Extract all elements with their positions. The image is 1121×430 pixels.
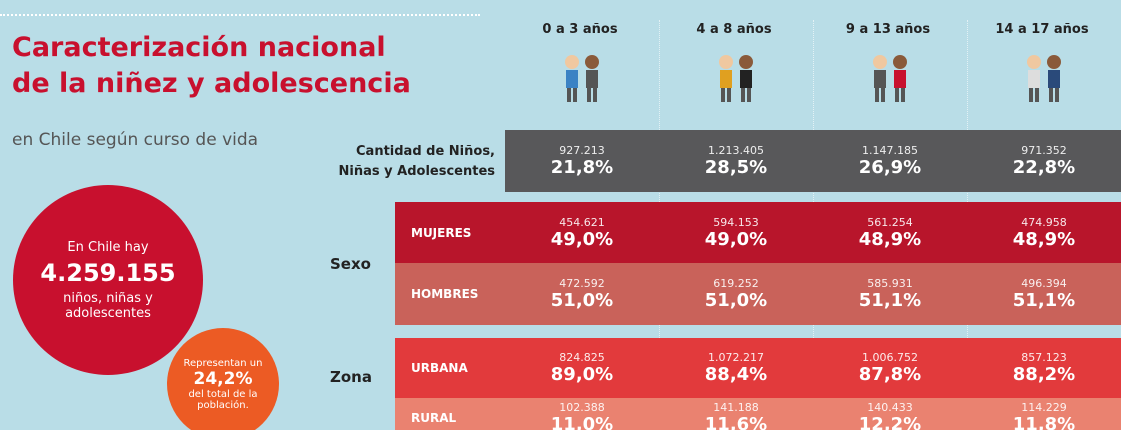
title: Caracterización nacional de la niñez y a… — [12, 30, 411, 102]
percent: 49,0% — [550, 228, 614, 250]
icon-figures — [719, 55, 753, 102]
count: 114.229 — [1021, 401, 1067, 414]
percent: 11,8% — [1012, 414, 1076, 430]
intro: Representan un — [183, 357, 263, 369]
cell: 927.213 21,8% — [505, 130, 659, 192]
count: 561.254 — [867, 215, 913, 229]
cell: 619.252 51,0% — [659, 263, 813, 325]
icon — [557, 50, 607, 105]
cell: 472.592 51,0% — [505, 263, 659, 325]
percent: 88,4% — [704, 364, 768, 385]
share-circle: Representan un 24,2% del total de la pob… — [167, 328, 279, 430]
title-line: Caracterización nacional — [12, 32, 386, 63]
cell: 454.621 49,0% — [505, 202, 659, 263]
subtitle: en Chile según curso de vida — [12, 130, 259, 150]
percent: 11,6% — [704, 414, 768, 430]
desc: adolescentes — [65, 305, 151, 321]
percent: 22,8% — [1012, 157, 1076, 178]
cell: 1.147.185 26,9% — [813, 130, 967, 192]
count: 927.213 — [559, 144, 605, 157]
cell: 1.072.217 88,4% — [659, 338, 813, 398]
column-header: 9 a 13 años — [845, 22, 931, 37]
percent: 11,0% — [550, 414, 614, 430]
icon-figures — [1027, 55, 1061, 102]
icon — [865, 50, 915, 105]
icon — [711, 50, 761, 105]
column-header: 0 a 3 años — [542, 22, 618, 37]
count: 140.433 — [867, 401, 913, 414]
total-circle: En Chile hay 4.259.155 niños, niñas y ad… — [13, 185, 203, 375]
cell: 474.958 48,9% — [967, 202, 1121, 263]
count: 141.188 — [713, 401, 759, 414]
icon-figures — [565, 55, 599, 102]
count: 496.394 — [1021, 277, 1067, 290]
desc: niños, niñas y — [63, 290, 153, 306]
percent: 12,2% — [858, 414, 922, 430]
column-header: 14 a 17 años — [995, 22, 1089, 37]
cell: 1.006.752 87,8% — [813, 338, 967, 398]
count: 474.958 — [1021, 215, 1067, 229]
desc: del total de la — [188, 388, 258, 400]
total-row-label: Cantidad de Niños, Niñas y Adolescentes — [300, 142, 495, 182]
cell: 971.352 22,8% — [967, 130, 1121, 192]
intro: En Chile hay — [67, 239, 149, 255]
cell: 824.825 89,0% — [505, 338, 659, 398]
percent: 88,2% — [1012, 364, 1076, 385]
icon — [1019, 50, 1069, 105]
cell: 141.188 11,6% — [659, 398, 813, 430]
count: 619.252 — [713, 277, 759, 290]
count: 594.153 — [713, 215, 759, 229]
count: 454.621 — [559, 215, 605, 229]
percent: 28,5% — [704, 157, 768, 178]
cell: 1.213.405 28,5% — [659, 130, 813, 192]
cell: 857.123 88,2% — [967, 338, 1121, 398]
cell: 496.394 51,1% — [967, 263, 1121, 325]
cell: 102.388 11,0% — [505, 398, 659, 430]
count: 971.352 — [1021, 144, 1067, 157]
percent: 89,0% — [550, 364, 614, 385]
count: 1.006.752 — [862, 351, 918, 364]
percent: 87,8% — [858, 364, 922, 385]
desc: población. — [197, 399, 249, 411]
cell: 585.931 51,1% — [813, 263, 967, 325]
count: 585.931 — [867, 277, 913, 290]
title-line: de la niñez y adolescencia — [12, 68, 411, 99]
row-label: MUJERES — [395, 202, 505, 263]
label-line: Cantidad de Niños, — [356, 144, 495, 159]
count: 102.388 — [559, 401, 605, 414]
cell: 140.433 12,2% — [813, 398, 967, 430]
count: 857.123 — [1021, 351, 1067, 364]
row-label: RURAL — [395, 398, 505, 430]
column-header: 4 a 8 años — [696, 22, 772, 37]
count: 1.147.185 — [862, 144, 918, 157]
divider — [0, 14, 480, 16]
count: 1.072.217 — [708, 351, 764, 364]
total: 4.259.155 — [40, 258, 176, 287]
group-label: Zona — [330, 368, 372, 386]
percent: 48,9% — [858, 228, 922, 250]
percent: 51,1% — [1012, 290, 1076, 311]
row-label: HOMBRES — [395, 263, 505, 325]
cell: 114.229 11,8% — [967, 398, 1121, 430]
percent: 26,9% — [858, 157, 922, 178]
percent: 51,0% — [704, 290, 768, 311]
cell: 561.254 48,9% — [813, 202, 967, 263]
percent: 51,0% — [550, 290, 614, 311]
percent: 49,0% — [704, 228, 768, 250]
row-label: URBANA — [395, 338, 505, 398]
percent: 21,8% — [550, 157, 614, 178]
count: 1.213.405 — [708, 144, 764, 157]
count: 824.825 — [559, 351, 605, 364]
percent: 48,9% — [1012, 228, 1076, 250]
count: 472.592 — [559, 277, 605, 290]
label-line: Niñas y Adolescentes — [338, 164, 495, 179]
cell: 594.153 49,0% — [659, 202, 813, 263]
group-label: Sexo — [330, 255, 371, 273]
icon-figures — [873, 55, 907, 102]
percent: 24,2% — [193, 368, 253, 389]
percent: 51,1% — [858, 290, 922, 311]
